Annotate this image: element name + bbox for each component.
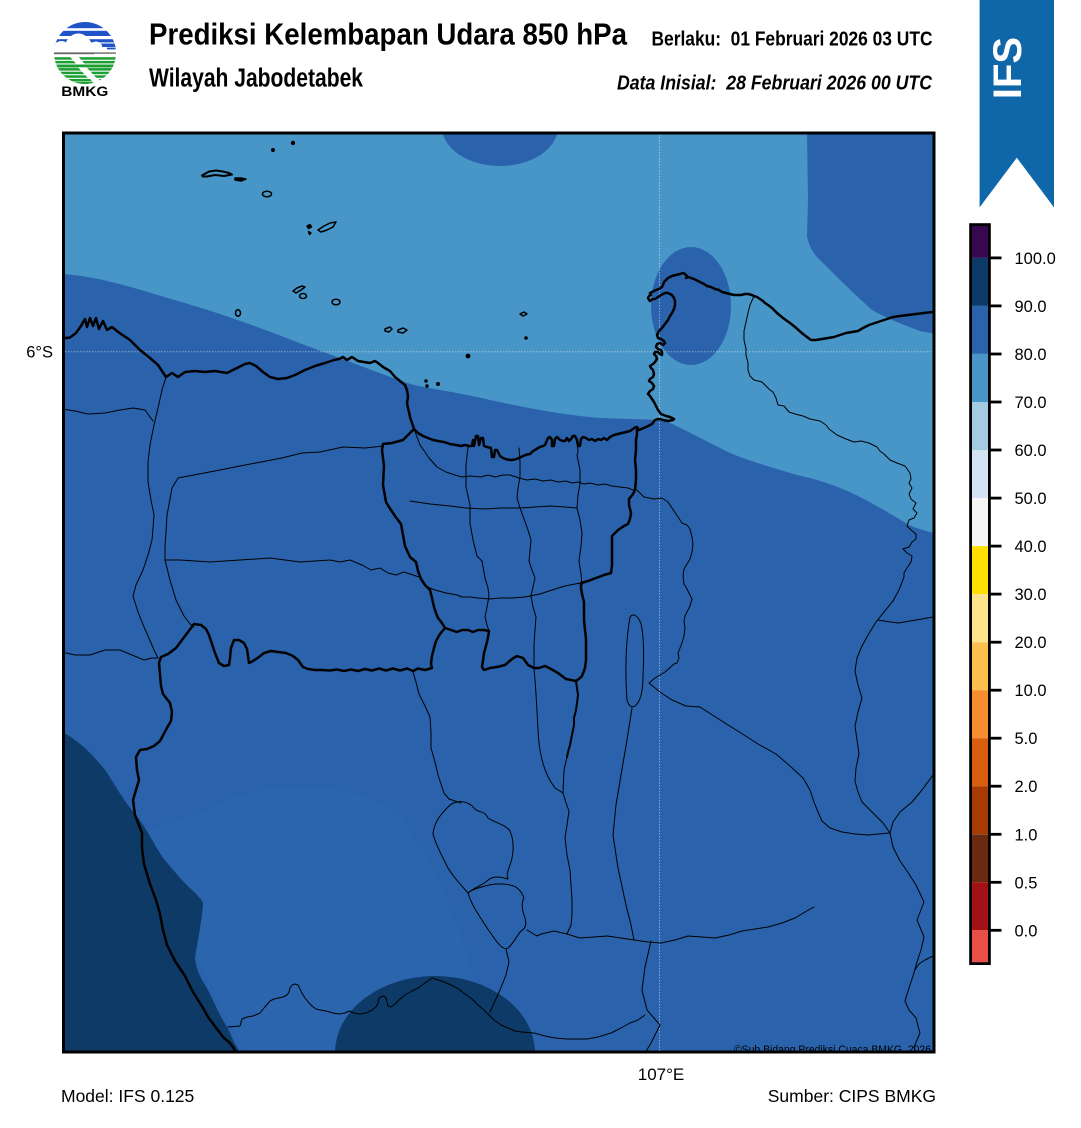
svg-text:100.0: 100.0: [1015, 250, 1056, 268]
svg-text:20.0: 20.0: [1015, 634, 1047, 652]
svg-text:Sumber: CIPS BMKG: Sumber: CIPS BMKG: [768, 1086, 936, 1106]
svg-text:BMKG: BMKG: [61, 84, 108, 99]
svg-text:Data Inisial: 28 Februari 202: Data Inisial: 28 Februari 2026 00 UTC: [617, 72, 933, 95]
svg-text:Prediksi Kelembapan Udara 850: Prediksi Kelembapan Udara 850 hPa: [149, 18, 628, 52]
svg-text:Wilayah Jabodetabek: Wilayah Jabodetabek: [149, 65, 364, 93]
svg-text:0.0: 0.0: [1015, 922, 1038, 940]
svg-text:1.0: 1.0: [1015, 826, 1038, 844]
svg-text:30.0: 30.0: [1015, 586, 1047, 604]
svg-text:2.0: 2.0: [1015, 778, 1038, 796]
svg-text:5.0: 5.0: [1015, 730, 1038, 748]
svg-text:IFS: IFS: [986, 37, 1030, 99]
svg-text:50.0: 50.0: [1015, 490, 1047, 508]
svg-text:6°S: 6°S: [26, 344, 53, 362]
svg-text:10.0: 10.0: [1015, 682, 1047, 700]
svg-text:40.0: 40.0: [1015, 538, 1047, 556]
svg-text:70.0: 70.0: [1015, 394, 1047, 412]
svg-text:80.0: 80.0: [1015, 346, 1047, 364]
svg-text:60.0: 60.0: [1015, 442, 1047, 460]
svg-text:0.5: 0.5: [1015, 874, 1038, 892]
svg-text:90.0: 90.0: [1015, 298, 1047, 316]
svg-text:107°E: 107°E: [638, 1065, 685, 1084]
svg-text:©Sub Bidang Prediksi Cuaca BMK: ©Sub Bidang Prediksi Cuaca BMKG, 2026: [734, 1044, 931, 1056]
svg-text:Model: IFS 0.125: Model: IFS 0.125: [61, 1086, 194, 1106]
svg-text:Berlaku: 01 Februari 2026 03: Berlaku: 01 Februari 2026 03 UTC: [652, 28, 933, 51]
